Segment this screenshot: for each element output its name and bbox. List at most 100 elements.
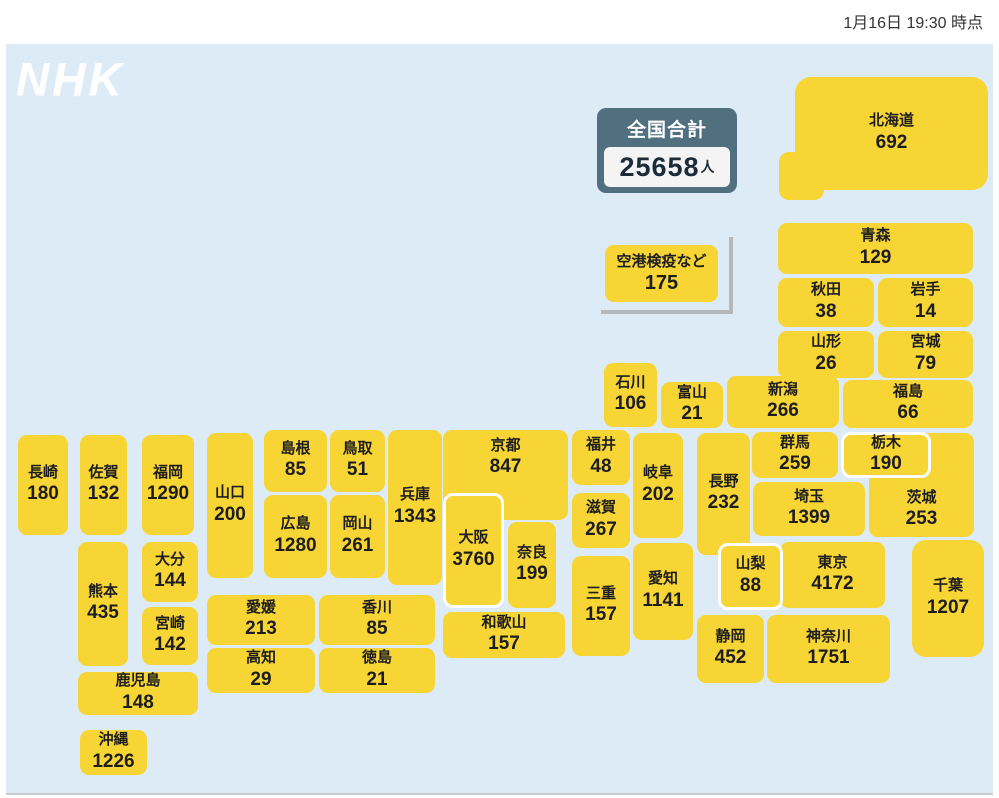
pref-box-shiga: 滋賀 267: [572, 493, 630, 548]
pref-box-miyagi: 宮城 79: [878, 331, 973, 378]
pref-box-ehime: 愛媛 213: [207, 595, 315, 645]
pref-value: 1280: [274, 534, 317, 556]
pref-box-tokushima: 徳島 21: [319, 648, 435, 693]
pref-box-ishikawa: 石川 106: [604, 363, 657, 427]
pref-name: 島根: [280, 439, 311, 457]
pref-name: 新潟: [767, 380, 798, 398]
pref-name: 宮崎: [154, 614, 185, 632]
pref-name: 千葉: [932, 577, 963, 595]
pref-name: 神奈川: [805, 627, 851, 645]
pref-box-kochi: 高知 29: [207, 648, 315, 693]
pref-value: 267: [585, 518, 617, 540]
pref-box-hiroshima: 広島 1280: [264, 495, 327, 578]
pref-value: 21: [366, 668, 388, 690]
pref-name: 茨城: [906, 488, 937, 506]
pref-value: 48: [590, 455, 612, 477]
pref-box-niigata: 新潟 266: [727, 376, 839, 428]
pref-box-yamaguchi: 山口 200: [207, 433, 253, 578]
timestamp-text: 1月16日 19:30 時点: [843, 15, 983, 32]
pref-value: 1290: [146, 483, 190, 505]
quarantine-label: 空港検疫など: [616, 252, 707, 270]
pref-box-kumamoto: 熊本 435: [78, 542, 128, 666]
pref-name: 福井: [585, 436, 616, 454]
pref-name: 愛知: [647, 570, 678, 588]
pref-value: 253: [905, 508, 938, 530]
pref-value: 199: [516, 563, 548, 585]
pref-value: 180: [27, 483, 59, 505]
pref-value: 21: [681, 403, 703, 425]
national-total-unit: 人: [700, 159, 715, 175]
pref-name: 青森: [860, 227, 891, 245]
pref-box-hyogo: 兵庫 1343: [388, 430, 442, 585]
pref-name: 愛媛: [245, 598, 276, 616]
pref-value: 1751: [807, 647, 850, 669]
pref-box-chiba: 千葉 1207: [912, 540, 984, 657]
national-total-label: 全国合計: [626, 120, 707, 141]
pref-value: 26: [815, 352, 837, 374]
pref-box-oita: 大分 144: [142, 542, 198, 602]
pref-name: 山口: [214, 484, 245, 502]
pref-value: 452: [714, 647, 747, 669]
pref-name: 大分: [154, 550, 185, 568]
pref-box-akita: 秋田 38: [778, 278, 874, 327]
pref-value: 144: [154, 570, 186, 592]
pref-value: 66: [897, 402, 919, 424]
pref-value: 1226: [92, 750, 135, 772]
pref-value: 38: [815, 300, 837, 322]
pref-value: 1399: [787, 507, 831, 529]
pref-name: 滋賀: [585, 499, 616, 517]
pref-box-tokyo: 東京 4172: [780, 542, 885, 608]
national-total-value: 25658: [619, 151, 700, 182]
pref-name: 佐賀: [88, 463, 119, 481]
pref-value: 88: [739, 574, 762, 596]
pref-box-gifu: 岐阜 202: [633, 433, 683, 538]
pref-box-okinawa: 沖縄 1226: [80, 730, 147, 775]
pref-name: 宮城: [910, 333, 941, 351]
pref-value: 266: [767, 400, 799, 422]
pref-name: 鳥取: [342, 439, 373, 457]
pref-box-tottori: 鳥取 51: [330, 430, 385, 492]
pref-name: 山梨: [735, 555, 766, 573]
pref-value: 106: [614, 393, 647, 415]
pref-name: 香川: [361, 598, 392, 616]
pref-box-nagano: 長野 232: [697, 433, 750, 555]
pref-value: 847: [489, 456, 522, 478]
pref-name: 熊本: [87, 582, 118, 600]
national-total-value-box: 25658 人: [604, 147, 730, 187]
pref-name: 沖縄: [98, 731, 129, 749]
pref-name: 鹿児島: [115, 672, 161, 690]
pref-name: 三重: [585, 584, 616, 602]
pref-name: 福島: [892, 382, 923, 400]
pref-name: 山形: [810, 333, 841, 351]
pref-name: 石川: [615, 373, 646, 391]
pref-box-saga: 佐賀 132: [80, 435, 127, 535]
pref-value: 1343: [393, 505, 437, 527]
pref-box-iwate: 岩手 14: [878, 278, 973, 327]
pref-name: 長野: [708, 472, 739, 490]
pref-name: 広島: [280, 515, 311, 533]
pref-value: 435: [87, 602, 119, 624]
pref-value: 129: [859, 246, 892, 268]
pref-box-kagoshima: 鹿児島 148: [78, 672, 198, 715]
national-total-box: 全国合計 25658 人: [597, 108, 737, 193]
pref-box-tochigi: 栃木 190: [841, 432, 931, 478]
pref-name: 埼玉: [793, 487, 824, 505]
pref-value: 157: [585, 604, 617, 626]
pref-value: 200: [214, 503, 246, 525]
pref-name: 秋田: [810, 281, 841, 299]
pref-box-miyazaki: 宮崎 142: [142, 607, 198, 665]
pref-value: 132: [87, 483, 120, 505]
pref-name: 静岡: [715, 627, 746, 645]
pref-box-aichi: 愛知 1141: [633, 543, 693, 640]
pref-value: 692: [875, 131, 908, 153]
pref-value: 202: [642, 483, 674, 505]
nhk-logo: NHK: [16, 53, 125, 105]
pref-value: 3760: [452, 548, 495, 570]
pref-value: 213: [245, 618, 277, 640]
pref-box-mie: 三重 157: [572, 556, 630, 656]
pref-box-kagawa: 香川 85: [319, 595, 435, 645]
pref-value: 259: [779, 453, 811, 475]
pref-box-okayama: 岡山 261: [330, 495, 385, 578]
pref-name: 群馬: [779, 433, 810, 451]
